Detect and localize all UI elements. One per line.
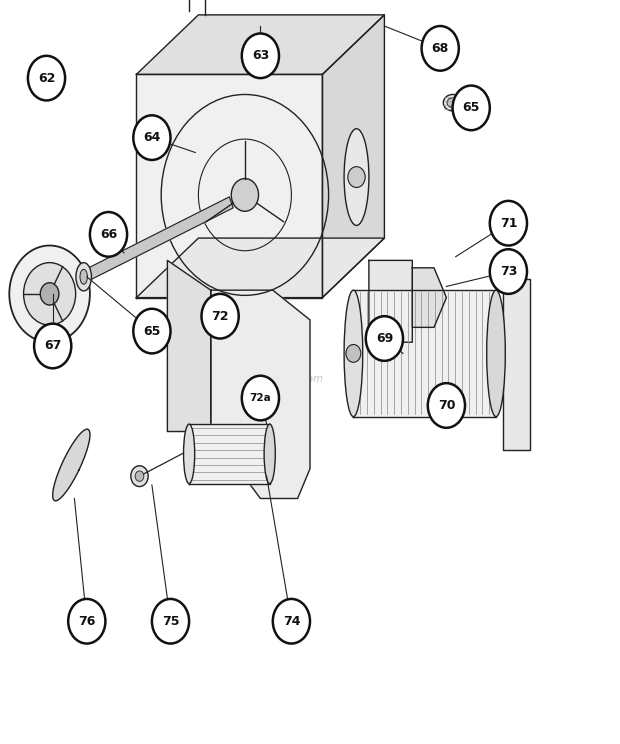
Text: 73: 73 [500,265,517,278]
Circle shape [242,376,279,420]
Circle shape [202,294,239,339]
Text: 72: 72 [211,310,229,323]
Polygon shape [353,290,496,417]
Text: 68: 68 [432,42,449,55]
Circle shape [9,246,90,342]
Text: 72a: 72a [249,393,272,403]
Text: 74: 74 [283,615,300,628]
Circle shape [28,56,65,100]
Circle shape [242,33,279,78]
Text: 63: 63 [252,49,269,62]
Ellipse shape [184,424,195,484]
Circle shape [346,344,361,362]
Text: 76: 76 [78,615,95,628]
Circle shape [422,26,459,71]
Circle shape [131,466,148,487]
Circle shape [231,179,259,211]
Ellipse shape [487,290,505,417]
Circle shape [490,201,527,246]
Ellipse shape [76,263,92,291]
Text: 64: 64 [143,131,161,144]
Polygon shape [136,74,322,298]
Text: 69: 69 [376,332,393,345]
Circle shape [428,383,465,428]
Polygon shape [167,260,211,432]
Ellipse shape [344,129,369,225]
Text: 70: 70 [438,399,455,412]
Text: eReplacementParts.com: eReplacementParts.com [197,374,324,385]
Circle shape [68,599,105,644]
Ellipse shape [264,424,275,484]
Text: 75: 75 [162,615,179,628]
Polygon shape [53,429,90,501]
Polygon shape [369,260,412,342]
Circle shape [273,599,310,644]
Polygon shape [503,279,530,450]
Text: 62: 62 [38,71,55,85]
Text: 71: 71 [500,217,517,230]
Text: 66: 66 [100,228,117,241]
Circle shape [133,309,171,353]
Polygon shape [189,424,270,484]
Circle shape [152,599,189,644]
Text: 65: 65 [463,101,480,115]
Ellipse shape [344,290,363,417]
Polygon shape [211,290,310,498]
Circle shape [366,316,403,361]
Circle shape [133,115,171,160]
Text: 67: 67 [44,339,61,353]
Ellipse shape [447,98,458,108]
Polygon shape [412,268,446,327]
Ellipse shape [80,269,87,284]
Circle shape [453,86,490,130]
Circle shape [40,283,59,305]
Polygon shape [136,238,384,298]
Polygon shape [322,15,384,298]
Circle shape [135,471,144,481]
Circle shape [490,249,527,294]
Circle shape [24,263,76,325]
Polygon shape [82,197,233,282]
Ellipse shape [443,94,462,111]
Circle shape [90,212,127,257]
Text: 65: 65 [143,324,161,338]
Circle shape [34,324,71,368]
Polygon shape [136,15,384,74]
Circle shape [348,167,365,187]
